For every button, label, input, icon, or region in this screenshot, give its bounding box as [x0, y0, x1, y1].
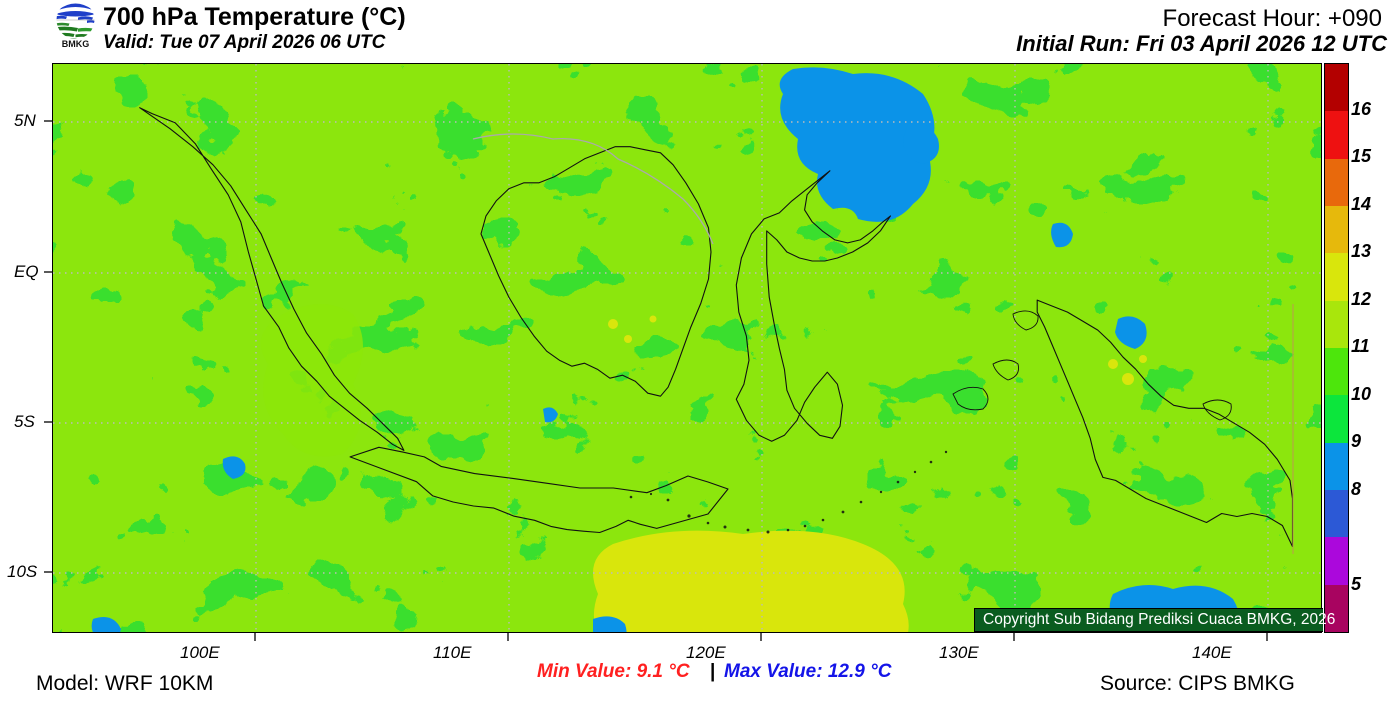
svg-text:BMKG: BMKG — [62, 39, 90, 48]
